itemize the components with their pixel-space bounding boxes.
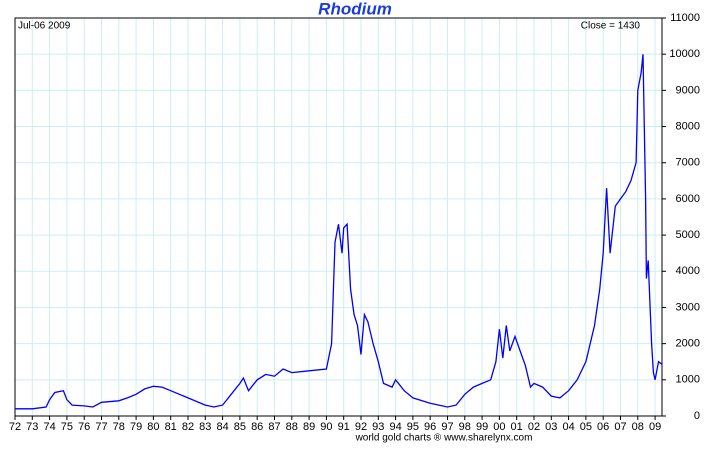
x-tick-label: 80: [147, 421, 159, 433]
x-tick-label: 72: [9, 421, 21, 433]
x-tick-label: 81: [165, 421, 177, 433]
chart-title: Rhodium: [318, 0, 392, 18]
x-tick-label: 99: [476, 421, 488, 433]
x-tick-label: 83: [199, 421, 211, 433]
y-tick-label: 9000: [676, 84, 700, 96]
x-tick-label: 84: [216, 421, 228, 433]
plot-frame: [14, 17, 663, 417]
x-tick-label: 95: [407, 421, 419, 433]
x-tick-label: 89: [303, 421, 315, 433]
x-tick-label: 01: [511, 421, 523, 433]
x-tick-label: 08: [632, 421, 644, 433]
x-tick-label: 85: [234, 421, 246, 433]
x-tick-label: 96: [424, 421, 436, 433]
price-line: [15, 54, 663, 410]
x-tick-label: 03: [545, 421, 557, 433]
x-tick-label: 93: [372, 421, 384, 433]
x-tick-label: 92: [355, 421, 367, 433]
x-tick-label: 06: [597, 421, 609, 433]
x-tick-label: 90: [320, 421, 332, 433]
x-tick-label: 91: [338, 421, 350, 433]
x-tick-label: 09: [649, 421, 661, 433]
y-tick-label: 8000: [676, 120, 700, 132]
x-tick-label: 74: [43, 421, 55, 433]
x-tick-label: 86: [251, 421, 263, 433]
x-tick-label: 87: [268, 421, 280, 433]
x-tick-label: 75: [61, 421, 73, 433]
y-tick-label: 5000: [676, 229, 700, 241]
y-tick-label: 0: [694, 410, 700, 422]
y-tick-label: 6000: [676, 193, 700, 205]
y-tick-label: 2000: [676, 338, 700, 350]
x-tick-label: 00: [493, 421, 505, 433]
x-tick-label: 88: [286, 421, 298, 433]
x-tick-label: 94: [389, 421, 401, 433]
x-tick-label: 07: [614, 421, 626, 433]
y-tick-label: 11000: [670, 12, 700, 24]
footer: world gold charts ® www.sharelynx.com: [355, 433, 533, 444]
x-tick-label: 79: [130, 421, 142, 433]
close-label: Close = 1430: [581, 21, 641, 32]
x-tick-label: 73: [26, 421, 38, 433]
x-tick-label: 78: [113, 421, 125, 433]
x-tick-label: 82: [182, 421, 194, 433]
y-tick-label: 3000: [676, 301, 700, 313]
x-tick-label: 05: [580, 421, 592, 433]
x-tick-label: 02: [528, 421, 540, 433]
x-tick-label: 04: [562, 421, 574, 433]
x-tick-label: 77: [95, 421, 107, 433]
y-tick-label: 7000: [676, 157, 700, 169]
x-tick-label: 98: [459, 421, 471, 433]
x-tick-label: 76: [78, 421, 90, 433]
y-tick-label: 10000: [669, 48, 700, 60]
x-tick-label: 97: [441, 421, 453, 433]
y-tick-label: 4000: [676, 265, 700, 277]
date-label: Jul-06 2009: [18, 21, 71, 32]
y-tick-label: 1000: [676, 374, 700, 386]
